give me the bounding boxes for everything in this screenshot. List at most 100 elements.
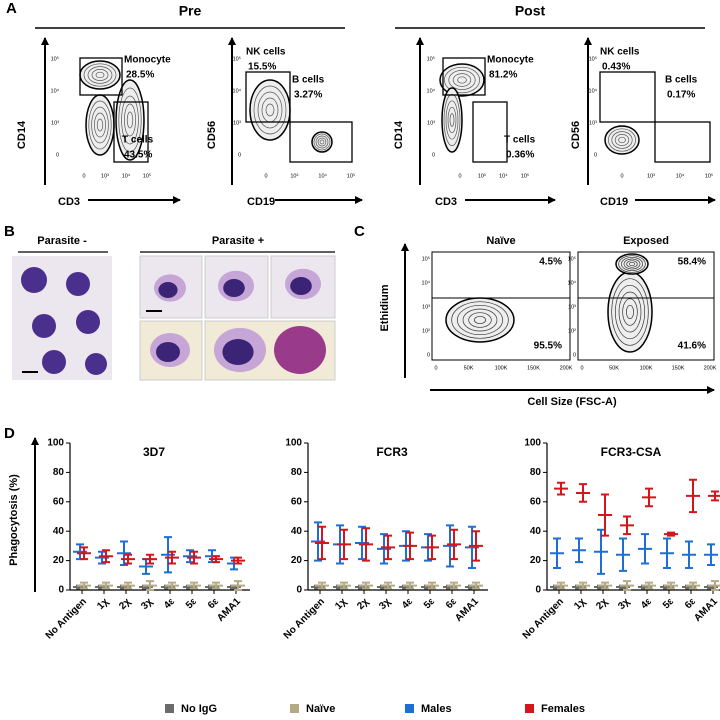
x-tick-label: No Antigen (521, 596, 566, 641)
nucleus (222, 339, 254, 365)
error-bar (99, 581, 113, 590)
error-bar (403, 531, 417, 561)
y-tick-label: 100 (47, 438, 64, 449)
gate-percent: 3.27% (294, 90, 322, 101)
gate-percent: 28.5% (126, 70, 154, 81)
y-tick-label: 10⁵ (568, 255, 576, 262)
error-bar (708, 490, 720, 502)
error-bar (187, 581, 201, 590)
x-tick-label: 2χ (355, 596, 371, 612)
legend-swatch (405, 704, 414, 713)
contour (115, 79, 145, 161)
x-tick-label: 0 (458, 173, 461, 179)
x-tick-label: AMA1 (692, 596, 720, 624)
error-bar (377, 533, 391, 565)
error-bar (183, 549, 197, 564)
contour (317, 137, 327, 147)
gate-percent: 15.5% (248, 62, 276, 73)
gate-percent: 81.2% (489, 70, 517, 81)
contour (623, 258, 641, 270)
contour (91, 106, 109, 144)
y-tick-label: 10⁴ (589, 87, 598, 94)
contour (85, 94, 115, 156)
error-bar (187, 550, 201, 565)
x-tick-label: 0 (434, 365, 437, 371)
contour (96, 118, 104, 132)
y-tick-label: 20 (53, 555, 65, 566)
x-axis-label: CD3 (58, 196, 80, 208)
error-bar (359, 527, 373, 562)
contour (439, 63, 485, 97)
x-tick-label: AMA1 (215, 596, 243, 624)
chart-title: FCR3-CSA (601, 445, 662, 459)
contour (87, 66, 113, 84)
x-tick-label: 10⁴ (499, 172, 508, 179)
y-tick-label: 10⁵ (422, 255, 430, 262)
contour (121, 95, 139, 145)
contour (452, 73, 472, 87)
nucleus (158, 282, 178, 298)
legend-swatch (525, 704, 534, 713)
contour (124, 103, 136, 137)
y-tick-label: 100 (524, 438, 541, 449)
percent: 95.5% (534, 341, 562, 352)
x-tick-label: 10³ (647, 173, 655, 179)
error-bar (231, 556, 245, 565)
contour (449, 113, 455, 127)
nucleus (223, 279, 245, 297)
y-axis-label: Ethidium (379, 284, 391, 331)
error-bar (620, 580, 634, 591)
y-tick-label: 10⁴ (422, 279, 431, 286)
x-tick-label: 5ε (422, 596, 437, 611)
chart-title: FCR3 (376, 445, 408, 459)
panel-label: C (354, 223, 365, 240)
error-bar (311, 521, 325, 562)
x-axis-label: CD19 (247, 196, 275, 208)
error-bar (73, 543, 87, 561)
error-bar (447, 581, 461, 590)
x-tick-label: 4ε (639, 596, 654, 611)
error-bar (469, 581, 483, 590)
error-bar (381, 581, 395, 590)
y-axis-label: CD56 (206, 121, 218, 149)
cell (85, 353, 107, 375)
contour (614, 134, 630, 146)
x-tick-label: 10⁴ (122, 172, 131, 179)
x-tick-label: 200K (704, 365, 717, 371)
contour (626, 260, 638, 268)
gate (654, 121, 711, 163)
percent: 41.6% (678, 341, 706, 352)
contour (249, 79, 291, 141)
y-tick-label: 0 (58, 585, 64, 596)
error-bar (660, 537, 674, 569)
contour (604, 125, 640, 155)
error-bar (143, 553, 157, 565)
error-bar (638, 533, 652, 565)
gate (113, 101, 149, 163)
contour (448, 70, 476, 90)
contour (457, 76, 467, 84)
contour (265, 103, 275, 117)
y-tick-label: 10⁴ (568, 279, 577, 286)
x-tick-label: 10⁵ (347, 172, 355, 179)
contour (79, 60, 121, 90)
y-tick-label: 20 (291, 555, 303, 566)
contour (83, 63, 117, 87)
gate (599, 71, 656, 123)
y-axis-label: CD14 (393, 120, 405, 149)
error-bar (77, 581, 91, 590)
contour (451, 301, 509, 339)
y-axis-label: Phagocytosis (%) (8, 474, 20, 566)
error-bar (161, 536, 175, 574)
gate-name: Monocyte (124, 55, 171, 66)
x-tick-label: AMA1 (453, 596, 481, 624)
error-bar (95, 550, 109, 565)
gate (79, 57, 123, 96)
contour (622, 298, 638, 326)
error-bar (686, 478, 700, 514)
error-bar (576, 483, 590, 503)
error-bar (425, 581, 439, 590)
x-tick-label: 0 (620, 173, 623, 179)
y-tick-label: 0 (432, 152, 435, 158)
gate-name: Monocyte (487, 55, 534, 66)
